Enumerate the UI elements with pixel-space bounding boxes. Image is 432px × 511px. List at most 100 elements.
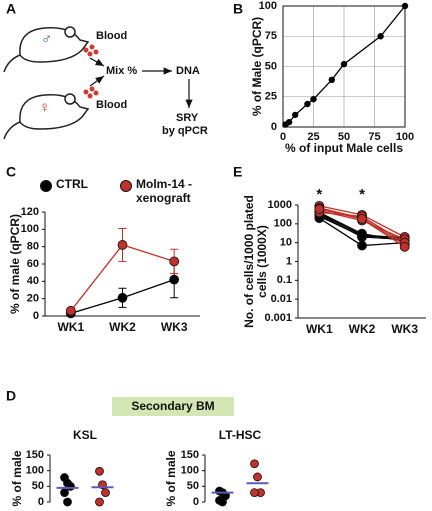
point: [285, 118, 293, 126]
arrows: [89, 57, 193, 108]
diagram-text: Blood: [96, 99, 127, 111]
y-tick-label: 100: [26, 465, 44, 477]
x-tick-label: 0: [280, 131, 286, 143]
y-tick-label: 150: [181, 449, 199, 461]
plot-frame: [282, 5, 406, 128]
x-tick-label: 75: [368, 131, 380, 143]
mouse-male: [3, 26, 90, 73]
y-tick-label: 50: [265, 60, 277, 72]
annotation: *: [316, 186, 322, 203]
y-tick-label: 0: [271, 121, 277, 133]
diagram-text: Blood: [96, 30, 127, 42]
y-tick-label: 20: [27, 293, 39, 305]
panel-label: E: [233, 164, 242, 180]
point: [95, 497, 104, 507]
chart-title: LT-HSC: [219, 428, 262, 442]
point: [169, 274, 180, 285]
point: [169, 256, 180, 267]
y-tick-label: 25: [265, 91, 277, 103]
point: [95, 466, 104, 476]
x-tick-label: WK2: [349, 322, 376, 336]
x-tick-label: 100: [396, 131, 414, 143]
point: [357, 240, 367, 251]
y-tick-label: 0.01: [271, 293, 292, 305]
y-axis-label: cells (1000X): [255, 225, 269, 298]
y-tick-label: 100: [274, 218, 292, 230]
point: [340, 60, 348, 68]
legend-marker: [40, 180, 52, 192]
panel-label: A: [6, 1, 16, 17]
point: [310, 95, 317, 103]
y-tick-label: 0: [33, 310, 39, 322]
y-tick-label: 60: [27, 258, 39, 270]
x-tick-label: 50: [338, 131, 350, 143]
point: [250, 459, 259, 469]
y-tick-label: 1000: [268, 199, 292, 211]
y-axis-label: % of male (qPCR): [8, 214, 22, 314]
x-tick-label: WK3: [391, 322, 418, 336]
point: [357, 228, 367, 239]
x-axis-label: % of input Male cells: [285, 141, 403, 155]
y-axis-label: % of male: [164, 450, 178, 506]
point: [377, 33, 384, 40]
point: [328, 76, 335, 84]
point: [117, 240, 128, 250]
y-tick-label: 40: [27, 275, 39, 287]
y-tick-label: 120: [21, 206, 39, 218]
male-symbol: ♂: [41, 31, 52, 48]
y-tick-label: 1: [286, 255, 292, 267]
female-symbol: ♀: [39, 99, 50, 116]
chart-title: KSL: [73, 428, 97, 442]
y-tick-label: 80: [27, 241, 39, 253]
diagram-text: Mix %: [106, 65, 137, 77]
x-tick-label: WK1: [306, 322, 333, 336]
y-tick-label: 150: [26, 449, 44, 461]
diagram-text: SRY: [176, 112, 199, 124]
y-tick-label: 0: [193, 496, 199, 508]
blood-drops: [83, 44, 99, 99]
x-tick-label: WK3: [161, 320, 188, 334]
y-tick-label: 100: [21, 223, 39, 235]
y-tick-label: 100: [181, 465, 199, 477]
y-tick-label: 0.1: [277, 274, 292, 286]
point: [60, 488, 69, 498]
y-axis-label: % of male: [10, 450, 24, 506]
point: [250, 488, 259, 498]
panel-label: B: [233, 1, 243, 17]
x-tick-label: WK2: [109, 320, 136, 334]
y-tick-label: 75: [265, 30, 277, 42]
point: [357, 214, 367, 224]
y-tick-label: 10: [280, 237, 292, 249]
diagram-text: DNA: [176, 65, 200, 77]
y-tick-label: 50: [187, 480, 199, 492]
point: [117, 292, 128, 303]
x-tick-label: WK1: [57, 320, 84, 334]
legend-label: Molm-14 -xenograft: [136, 177, 193, 205]
x-tick-label: 25: [307, 131, 319, 143]
point: [314, 204, 325, 215]
legend-marker: [120, 180, 132, 192]
y-tick-label: 100: [259, 0, 277, 12]
point: [401, 2, 409, 10]
point: [399, 241, 410, 252]
mouse-female: [3, 93, 90, 140]
annotation: *: [359, 186, 365, 203]
diagram-text: by qPCR: [162, 125, 208, 137]
panel-label: C: [6, 164, 16, 180]
y-tick-label: 0: [38, 496, 44, 508]
point: [292, 111, 299, 119]
point: [218, 497, 227, 507]
legend-label: CTRL: [56, 177, 88, 191]
point: [253, 472, 262, 482]
y-axis-label: % of Male (qPCR): [250, 17, 264, 116]
point: [101, 488, 110, 498]
point: [63, 497, 72, 507]
y-axis-label: No. of cells/1000 plated: [242, 195, 256, 328]
point: [66, 481, 75, 491]
y-tick-label: 50: [32, 480, 44, 492]
y-tick-label: 0.001: [264, 312, 292, 324]
header-box: [112, 397, 234, 416]
point: [304, 100, 311, 108]
